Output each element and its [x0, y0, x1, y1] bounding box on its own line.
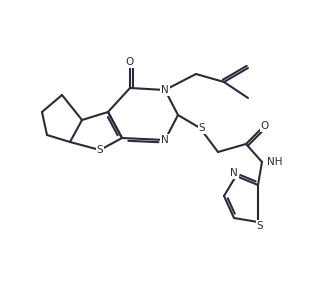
Text: O: O — [261, 121, 269, 131]
Text: N: N — [161, 135, 169, 145]
Text: N: N — [230, 168, 238, 178]
Text: S: S — [199, 123, 205, 133]
Text: N: N — [161, 85, 169, 95]
Text: NH: NH — [267, 157, 283, 167]
Text: O: O — [126, 57, 134, 67]
Text: S: S — [97, 145, 103, 155]
Text: S: S — [257, 221, 263, 231]
